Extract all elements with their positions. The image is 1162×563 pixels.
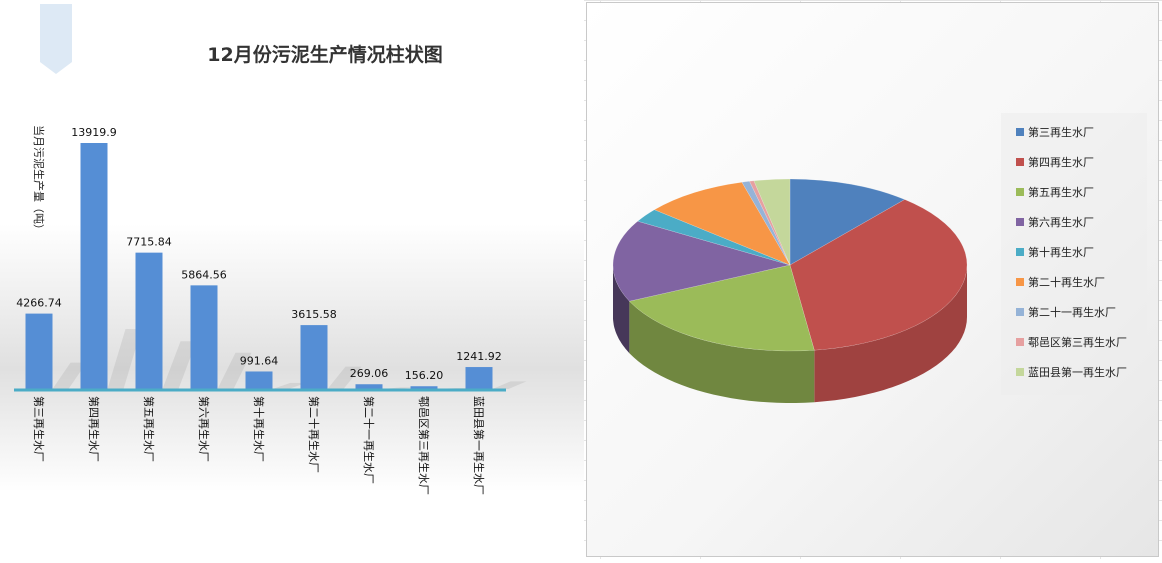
data-label: 7715.84 [126,236,172,249]
data-label: 3615.58 [291,308,337,321]
bar-shadow [272,382,307,389]
chart-title: 12月份污泥生产情况柱状图 [207,43,442,66]
legend-swatch [1016,278,1024,286]
legend-swatch [1016,128,1024,136]
bar-shadow [217,352,252,389]
legend-label: 蓝田县第一再生水厂 [1028,365,1127,379]
bar-shadows [52,329,527,389]
pie-side [814,265,967,403]
category-label: 第十再生水厂 [252,396,266,462]
data-labels: 4266.74 13919.9 7715.84 5864.56 991.64 3615.5… [16,126,502,382]
pie-slice [741,181,791,266]
legend-swatch [1016,218,1024,226]
category-label: 第二十再生水厂 [307,396,321,473]
legend-swatch [1016,158,1024,166]
category-label: 第五再生水厂 [142,396,156,462]
bar [190,285,218,389]
legend-label: 第三再生水厂 [1028,125,1094,139]
pie-slice [789,178,906,266]
bar-shadow [107,329,142,389]
pie-series [612,178,968,403]
bar-chart-panel[interactable]: 12月份污泥生产情况柱状图 当月污泥生产量（吨） 4266.74 13919.9 7… [0,0,584,559]
legend-label: 第四再生水厂 [1028,155,1094,169]
category-label: 鄠邑区第三再生水厂 [417,396,431,495]
bar-shadow [492,381,527,389]
data-label: 4266.74 [16,297,62,310]
category-label: 第六再生水厂 [197,396,211,462]
pie-slice [653,181,791,266]
category-label: 蓝田县第一再生水厂 [472,396,486,495]
pie-slice [612,220,791,302]
bar [410,386,438,389]
legend-label: 鄠邑区第三再生水厂 [1028,335,1127,349]
category-labels: 第三再生水厂 第四再生水厂 第五再生水厂 第六再生水厂 第十再生水厂 第二十再生水厂 第二十… [32,396,486,495]
legend-swatch [1016,188,1024,196]
pie-chart: 第三再生水厂第四再生水厂第五再生水厂第六再生水厂第十再生水厂第二十再生水厂第二十… [612,113,1147,403]
pie-slice [753,178,791,266]
pie-slice [628,264,815,352]
legend-label: 第六再生水厂 [1028,215,1094,229]
pie-slice [637,209,791,266]
data-label: 991.64 [240,354,279,367]
category-label: 第二十一再生水厂 [362,396,376,484]
data-label: 13919.9 [71,126,117,139]
bar-series [25,143,493,389]
bar-shadow [162,341,197,389]
legend: 第三再生水厂第四再生水厂第五再生水厂第六再生水厂第十再生水厂第二十再生水厂第二十… [1016,125,1127,379]
legend-label: 第二十再生水厂 [1028,275,1105,289]
pie-slice [749,180,791,266]
bar-chart: 12月份污泥生产情况柱状图 当月污泥生产量（吨） 4266.74 13919.9 7… [14,4,527,495]
data-label: 269.06 [350,367,389,380]
category-label: 第三再生水厂 [32,396,46,462]
y-axis-label: 当月污泥生产量（吨） [32,125,46,235]
legend-label: 第二十一再生水厂 [1028,305,1116,319]
data-label: 1241.92 [456,350,502,363]
pie-side [629,301,815,403]
legend-swatch [1016,308,1024,316]
data-label: 5864.56 [181,268,227,281]
legend-swatch [1016,338,1024,346]
legend-box [1001,113,1147,395]
bar [135,252,163,389]
bar-shadow [327,366,362,389]
category-label: 第四再生水厂 [87,396,101,462]
bar [25,313,53,389]
bar [80,143,108,389]
legend-label: 第十再生水厂 [1028,245,1094,259]
pie-side [613,265,630,354]
bar [300,325,328,389]
bookmark-shape [40,4,72,74]
legend-label: 第五再生水厂 [1028,185,1094,199]
pie-slice [789,199,968,351]
legend-swatch [1016,368,1024,376]
bar [465,367,493,389]
legend-swatch [1016,248,1024,256]
bar-shadow [52,362,87,389]
bar [245,371,273,389]
bar [355,384,383,389]
pie-chart-panel[interactable]: 第三再生水厂 第四再生水厂 第五再生水厂 第六再生水厂 第十再生水厂 第二十再生水厂 第二十… [586,2,1159,557]
data-label: 156.20 [405,369,444,382]
